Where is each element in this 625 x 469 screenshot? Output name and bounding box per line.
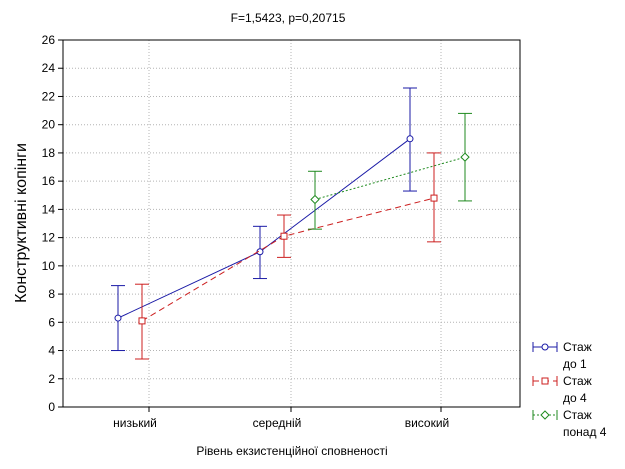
legend-marker	[541, 343, 549, 351]
data-point	[280, 232, 288, 240]
y-tick-label: 8	[48, 287, 55, 301]
y-tick-label: 24	[42, 61, 56, 75]
legend-label: Стаж	[563, 374, 592, 388]
data-point	[138, 317, 146, 325]
y-tick-label: 18	[42, 146, 56, 160]
series-1	[111, 87, 417, 352]
y-tick-label: 4	[48, 344, 55, 358]
y-tick-label: 26	[42, 33, 56, 47]
legend-item-3: Стаж понад 4	[532, 408, 607, 439]
legend: Стаж до 1 Стаж до 4 Стаж понад 4	[532, 340, 607, 439]
x-axis: низький середній високий	[113, 407, 449, 430]
grid-lines	[63, 40, 520, 407]
y-tick-label: 6	[48, 315, 55, 329]
y-tick-label: 20	[42, 118, 56, 132]
y-tick-label: 12	[42, 231, 56, 245]
series-line	[314, 156, 466, 200]
y-tick-label: 2	[48, 372, 55, 386]
y-tick-label: 0	[48, 400, 55, 414]
data-point	[460, 152, 470, 162]
legend-label: до 4	[563, 391, 587, 405]
legend-marker	[541, 377, 549, 385]
chart-title: F=1,5423, p=0,20715	[231, 11, 346, 25]
x-tick-label: середній	[253, 416, 302, 430]
series-layer	[111, 87, 472, 360]
x-tick-label: високий	[405, 416, 450, 430]
legend-item-2: Стаж до 4	[532, 374, 592, 405]
series-2	[135, 152, 441, 360]
legend-label: до 1	[563, 357, 587, 371]
legend-label: понад 4	[563, 425, 607, 439]
y-tick-label: 16	[42, 174, 56, 188]
y-tick-label: 10	[42, 259, 56, 273]
data-point	[310, 194, 320, 205]
legend-item-1: Стаж до 1	[532, 340, 592, 371]
data-point	[406, 135, 414, 143]
legend-label: Стаж	[563, 408, 592, 422]
series-3	[308, 112, 472, 230]
legend-marker	[540, 410, 550, 420]
y-tick-label: 22	[42, 89, 56, 103]
y-axis-label: Конструктивні копінги	[13, 143, 30, 303]
x-tick-label: низький	[113, 416, 157, 430]
x-axis-label: Рівень екзистенційної сповненості	[196, 444, 387, 458]
legend-label: Стаж	[563, 340, 592, 354]
y-tick-label: 14	[42, 202, 56, 216]
data-point	[114, 314, 122, 322]
data-point	[430, 194, 438, 202]
